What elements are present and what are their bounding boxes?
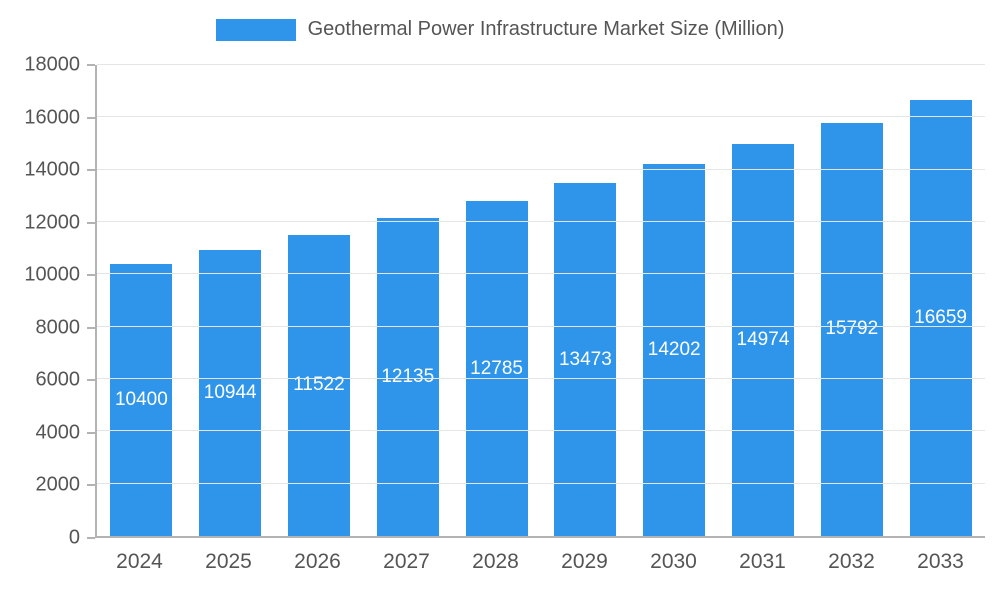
x-axis-labels: 2024 2025 2026 2027 2028 2029 2030 2031 2032 2033 — [95, 550, 985, 574]
bar-value-label: 10400 — [114, 388, 168, 410]
y-axis-tick — [87, 484, 95, 487]
gridline — [97, 482, 985, 484]
x-axis-tick-label: 2029 — [561, 550, 608, 573]
gridline — [97, 64, 985, 65]
bar-2031[interactable]: 14974 — [731, 144, 794, 536]
bar-2026[interactable]: 11522 — [287, 234, 350, 536]
gridline — [97, 168, 985, 170]
bar-2030[interactable]: 14202 — [643, 164, 706, 536]
bar-2028[interactable]: 12785 — [465, 201, 528, 536]
bars-container: 10400 10944 11522 12135 12785 13473 14202 14974… — [97, 65, 985, 536]
bar-2025[interactable]: 10944 — [199, 249, 262, 536]
x-axis-tick-label: 2033 — [917, 550, 964, 573]
y-axis-tick — [87, 379, 95, 382]
bar-value-label: 14974 — [736, 329, 790, 351]
bar-slot: 10944 — [186, 65, 275, 536]
bar-2029[interactable]: 13473 — [554, 183, 617, 536]
y-axis-tick-label: 0 — [68, 526, 80, 549]
bar-value-label: 12785 — [470, 357, 523, 379]
y-axis-tick — [87, 221, 95, 224]
y-axis-tick — [87, 64, 95, 66]
gridline — [97, 325, 985, 327]
y-axis-tick-label: 10000 — [24, 263, 80, 286]
gridline — [97, 221, 985, 223]
x-axis-tick-label: 2031 — [739, 550, 786, 573]
bar-slot: 14974 — [719, 65, 808, 536]
y-axis-tick-label: 16000 — [24, 106, 80, 129]
bar-2033[interactable]: 16659 — [909, 100, 972, 536]
bar-value-label: 10944 — [203, 381, 257, 403]
bar-slot: 13473 — [541, 65, 630, 536]
bar-slot: 12135 — [363, 65, 452, 536]
bar-value-label: 14202 — [647, 339, 701, 361]
gridline — [97, 116, 985, 118]
gridline — [97, 273, 985, 275]
y-axis-tick — [87, 274, 95, 277]
bar-value-label: 13473 — [558, 348, 612, 370]
plot-area: 10400 10944 11522 12135 12785 13473 14202 14974… — [95, 64, 985, 538]
y-axis-tick-label: 18000 — [24, 53, 80, 76]
x-axis-tick-label: 2030 — [650, 550, 697, 573]
y-axis-tick-label: 4000 — [35, 421, 81, 444]
bar-value-label: 11522 — [293, 374, 345, 396]
x-axis-tick-label: 2024 — [116, 550, 163, 573]
bar-2032[interactable]: 15792 — [820, 122, 883, 536]
y-axis-tick-label: 8000 — [35, 316, 81, 339]
bar-slot: 10400 — [97, 65, 186, 536]
x-axis-tick-label: 2027 — [383, 550, 430, 573]
y-axis-tick — [87, 116, 95, 119]
bar-slot: 12785 — [452, 65, 541, 536]
y-axis-tick-label: 14000 — [24, 158, 80, 181]
bar-slot: 15792 — [807, 65, 896, 536]
y-axis-tick-label: 2000 — [35, 473, 81, 496]
y-axis-tick — [87, 326, 95, 329]
y-axis-tick — [87, 431, 95, 434]
gridline — [97, 430, 985, 432]
bar-slot: 14202 — [630, 65, 719, 536]
chart-title: Geothermal Power Infrastructure Market S… — [307, 18, 785, 40]
y-axis-tick-label: 6000 — [35, 368, 81, 391]
bar-slot: 16659 — [896, 65, 985, 536]
bar-value-label: 16659 — [914, 307, 967, 329]
x-axis-tick-label: 2025 — [205, 550, 252, 573]
x-axis-tick-label: 2028 — [472, 550, 519, 573]
chart-legend[interactable]: Geothermal Power Infrastructure Market S… — [0, 18, 1000, 41]
bar-value-label: 12135 — [381, 366, 435, 388]
x-axis-tick-label: 2032 — [828, 550, 875, 573]
y-axis-tick — [87, 169, 95, 172]
bar-slot: 11522 — [275, 65, 364, 536]
y-axis-tick — [87, 537, 95, 539]
gridline — [97, 378, 985, 380]
bar-2024[interactable]: 10400 — [110, 263, 173, 536]
y-axis-ticks — [87, 64, 95, 539]
x-axis-tick-label: 2026 — [294, 550, 341, 573]
bar-value-label: 15792 — [825, 318, 879, 340]
y-axis-tick-label: 12000 — [24, 211, 80, 234]
legend-swatch-icon — [215, 18, 296, 41]
y-axis-labels: 0 2000 4000 6000 8000 10000 12000 14000 16000 180… — [0, 54, 81, 549]
